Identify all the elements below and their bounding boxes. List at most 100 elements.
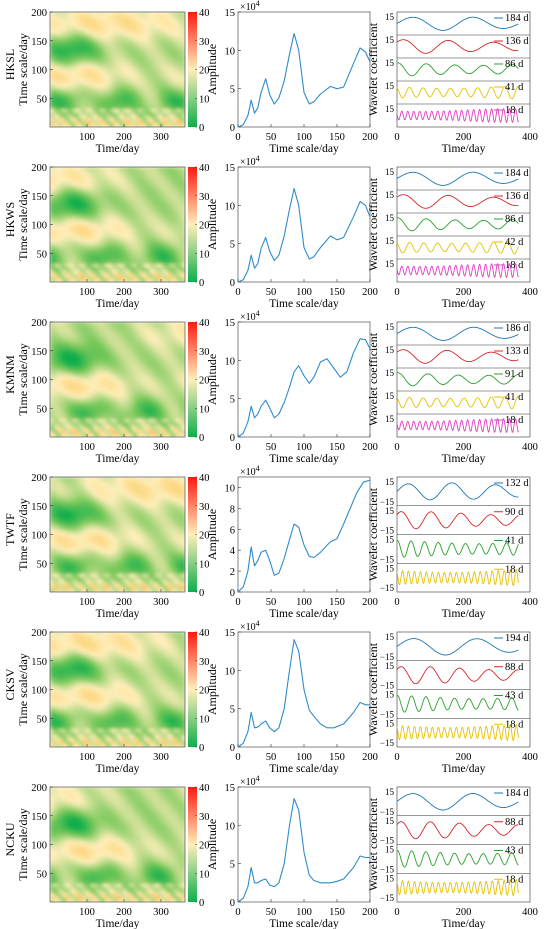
- coef-xtick-label: 0: [394, 597, 399, 608]
- amplitude-exponent: ×104: [240, 309, 260, 323]
- colorbar: [188, 167, 197, 282]
- coef-xtick-label: 0: [394, 907, 399, 918]
- amplitude-xtick-label: 100: [296, 907, 312, 918]
- coef-tick-label: −15: [380, 681, 395, 691]
- legend-label-88d: 88 d: [505, 662, 524, 673]
- legend-label-18d: 18 d: [505, 874, 524, 885]
- coef-line-184d: [396, 16, 519, 31]
- amplitude-xtick-label: 150: [329, 287, 345, 298]
- coef-line-136d: [396, 39, 519, 54]
- colorbar-tick-label: 30: [199, 502, 210, 513]
- amplitude-ytick-label: 10: [225, 483, 236, 494]
- station-name: HKSL: [3, 49, 17, 80]
- coef-line-43d: [396, 849, 519, 868]
- amplitude-xtick-label: 50: [266, 287, 277, 298]
- legend-label-88d: 88 d: [505, 817, 524, 828]
- exponent-sup: 4: [256, 774, 260, 783]
- colorbar-tick-label: 0: [199, 898, 204, 909]
- amplitude-ytick-label: 0: [230, 433, 235, 444]
- amplitude-xtick-label: 50: [266, 442, 277, 453]
- exponent-sup: 4: [256, 154, 260, 163]
- legend-label-133d: 133 d: [505, 346, 529, 357]
- coef-line-194d: [396, 638, 519, 656]
- colorbar-tick-label: 20: [199, 531, 210, 542]
- amplitude-ytick-label: 5: [230, 705, 235, 716]
- coef-tick-label: 15: [385, 104, 395, 114]
- amplitude-xtick-label: 50: [266, 907, 277, 918]
- heatmap-xtick-label: 100: [79, 597, 95, 608]
- amplitude-ytick-label: 10: [225, 46, 236, 57]
- legend-label-18d: 18 d: [505, 415, 524, 426]
- colorbar-tick-label: 30: [199, 347, 210, 358]
- coef-line-18d: [396, 723, 519, 742]
- coef-line-184d: [396, 793, 519, 811]
- coef-tick-label: −15: [380, 807, 395, 817]
- heatmap-ytick-label: 150: [31, 657, 47, 668]
- heatmap-ytick-label: 50: [37, 94, 48, 105]
- coef-tick-label: 15: [385, 718, 395, 728]
- heatmap-xtick-label: 200: [116, 752, 132, 763]
- heatmap-xtick-label: 200: [116, 287, 132, 298]
- heatmap-ytick-label: 100: [31, 686, 47, 697]
- colorbar-tick-label: 40: [199, 163, 210, 174]
- coef-tick-label: 15: [385, 35, 395, 45]
- colorbar-tick-label: 20: [199, 66, 210, 77]
- colorbar: [188, 477, 197, 592]
- coef-xtick-label: 400: [522, 132, 538, 143]
- exponent-sup: 4: [256, 464, 260, 473]
- heatmap-xlabel: Time/day: [96, 143, 140, 155]
- colorbar-tick-label: 10: [199, 94, 210, 105]
- heatmap-xlabel: Time/day: [96, 453, 140, 465]
- coef-xtick-label: 0: [394, 442, 399, 453]
- heatmap-ytick-label: 150: [31, 347, 47, 358]
- coef-xtick-label: 0: [394, 752, 399, 763]
- heatmap-ytick-label: 50: [37, 559, 48, 570]
- coef-xtick-label: 200: [456, 442, 472, 453]
- amplitude-xtick-label: 200: [362, 752, 378, 763]
- colorbar-tick-label: 0: [199, 123, 204, 134]
- coef-tick-label: 15: [385, 259, 395, 269]
- colorbar-tick-label: 0: [199, 743, 204, 754]
- heatmap-xtick-label: 300: [153, 752, 169, 763]
- legend-label-43d: 43 d: [505, 846, 524, 857]
- colorbar-tick-label: 30: [199, 812, 210, 823]
- coef-line-88d: [396, 666, 519, 685]
- heatmap-xtick-label: 300: [153, 442, 169, 453]
- amplitude-frame: [237, 11, 371, 128]
- coef-line-136d: [396, 194, 519, 209]
- amplitude-frame: [237, 786, 371, 903]
- heatmap-ylabel: Time scale/day: [16, 188, 30, 261]
- legend-label-184d: 184 d: [505, 788, 529, 799]
- legend-label-18d: 18 d: [505, 719, 524, 730]
- legend-label-186d: 186 d: [505, 323, 529, 334]
- coef-xtick-label: 200: [456, 597, 472, 608]
- amplitude-line: [237, 639, 370, 748]
- coefficient-plot-hksl: 15 184 d 15 136 d 15 86 d 15 41 d 15 18 d 0 200 400 T…: [366, 11, 538, 155]
- coef-xtick-label: 200: [456, 132, 472, 143]
- colorbar-tick-label: 40: [199, 628, 210, 639]
- coef-tick-label: 15: [385, 690, 395, 700]
- amplitude-line: [237, 32, 371, 128]
- coef-tick-label: 15: [385, 345, 395, 355]
- heatmap-xlabel: Time/day: [96, 298, 140, 310]
- heatmap-ytick-label: 100: [31, 376, 47, 387]
- heatmap-xtick-label: 100: [79, 287, 95, 298]
- heatmap-ylabel: Time scale/day: [16, 808, 30, 881]
- coef-xtick-label: 400: [522, 752, 538, 763]
- station-name: TWTF: [3, 513, 17, 546]
- coef-xtick-label: 400: [522, 597, 538, 608]
- heatmap-ytick-label: 150: [31, 192, 47, 203]
- coef-line-91d: [396, 372, 519, 387]
- colorbar: [188, 12, 197, 127]
- coef-tick-label: −15: [380, 652, 395, 662]
- coef-tick-label: −15: [380, 738, 395, 748]
- coef-xtick-label: 200: [456, 287, 472, 298]
- heatmap-xtick-label: 100: [79, 752, 95, 763]
- amplitude-line: [237, 479, 371, 593]
- coef-line-18d: [396, 568, 519, 587]
- amplitude-exponent: ×104: [240, 0, 260, 13]
